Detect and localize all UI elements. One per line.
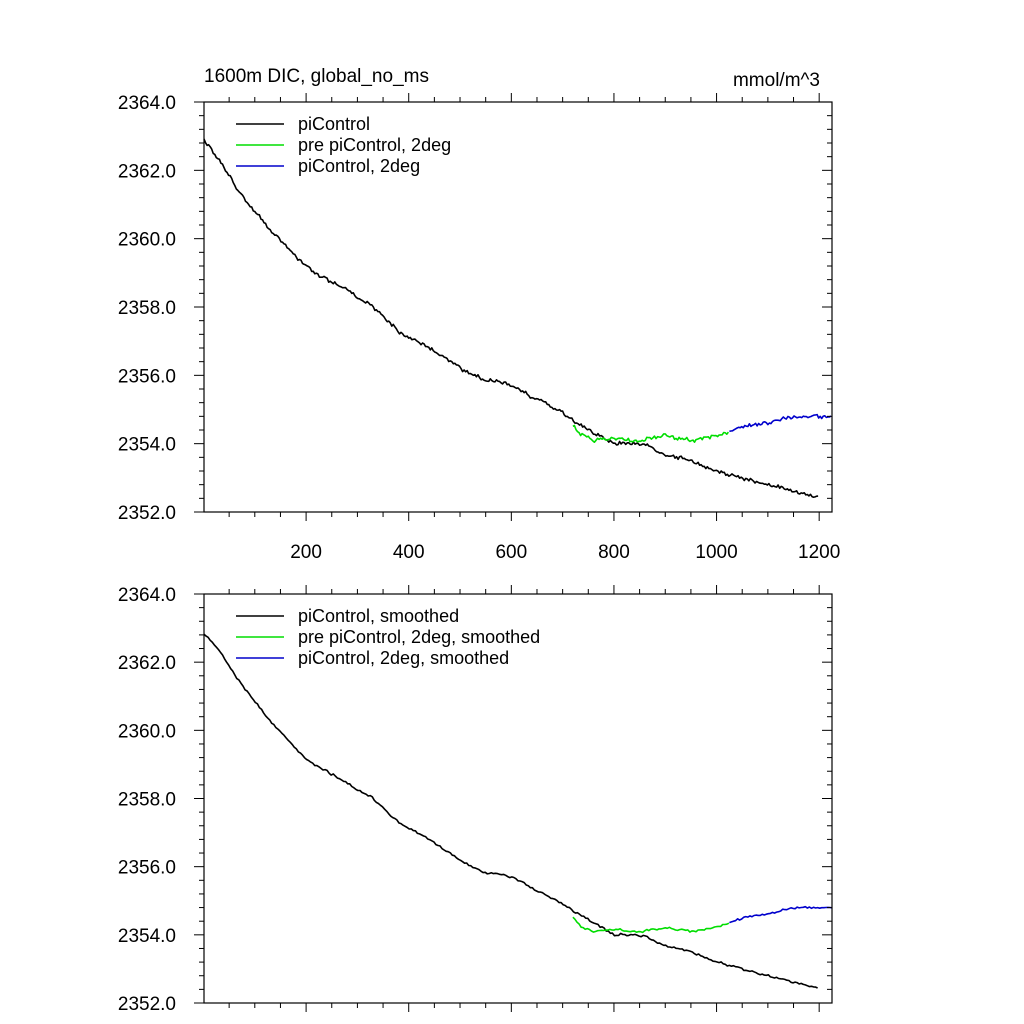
series-line-bottom-1 (572, 916, 730, 934)
y-tick-label: 2364.0 (118, 585, 176, 606)
x-tick-label: 800 (598, 542, 630, 563)
y-tick-label: 2356.0 (118, 858, 176, 879)
y-tick-label: 2356.0 (118, 366, 176, 387)
y-tick-label: 2358.0 (118, 790, 176, 811)
y-tick-label: 2358.0 (118, 298, 176, 319)
x-tick-label: 200 (290, 542, 322, 563)
series-line-top-0 (203, 138, 819, 499)
x-tick-label: 600 (495, 542, 527, 563)
x-tick-label: 400 (393, 542, 425, 563)
x-tick-label: 1000 (695, 542, 737, 563)
y-tick-label: 2362.0 (118, 161, 176, 182)
series-line-bottom-2 (729, 905, 833, 924)
chart-units: mmol/m^3 (733, 70, 820, 91)
legend-label: piControl (298, 114, 370, 134)
chart-title: 1600m DIC, global_no_ms (204, 66, 429, 87)
y-tick-label: 2364.0 (118, 93, 176, 114)
y-tick-label: 2354.0 (118, 435, 176, 456)
y-tick-label: 2360.0 (118, 230, 176, 251)
chart-panel-top: 200 400 600 800 1000 1200 2352.0 2354.0 2356.0 23… (118, 93, 840, 563)
y-tick-label: 2354.0 (118, 926, 176, 947)
legend-label: pre piControl, 2deg (298, 135, 451, 155)
x-tick-label: 1200 (798, 542, 840, 563)
legend-label: piControl, 2deg, smoothed (298, 648, 509, 668)
legend-label: piControl, 2deg (298, 156, 420, 176)
chart-panel-bottom: 2352.0 2354.0 2356.0 2358.0 2360.0 2362.0 2364… (118, 585, 833, 1015)
series-line-top-1 (572, 424, 730, 444)
y-tick-label: 2360.0 (118, 721, 176, 742)
series-line-bottom-0 (203, 633, 818, 989)
y-tick-label: 2352.0 (118, 503, 176, 524)
legend-label: pre piControl, 2deg, smoothed (298, 627, 540, 647)
legend-label: piControl, smoothed (298, 606, 459, 626)
series-line-top-2 (729, 413, 832, 433)
y-tick-label: 2352.0 (118, 994, 176, 1015)
y-tick-label: 2362.0 (118, 653, 176, 674)
